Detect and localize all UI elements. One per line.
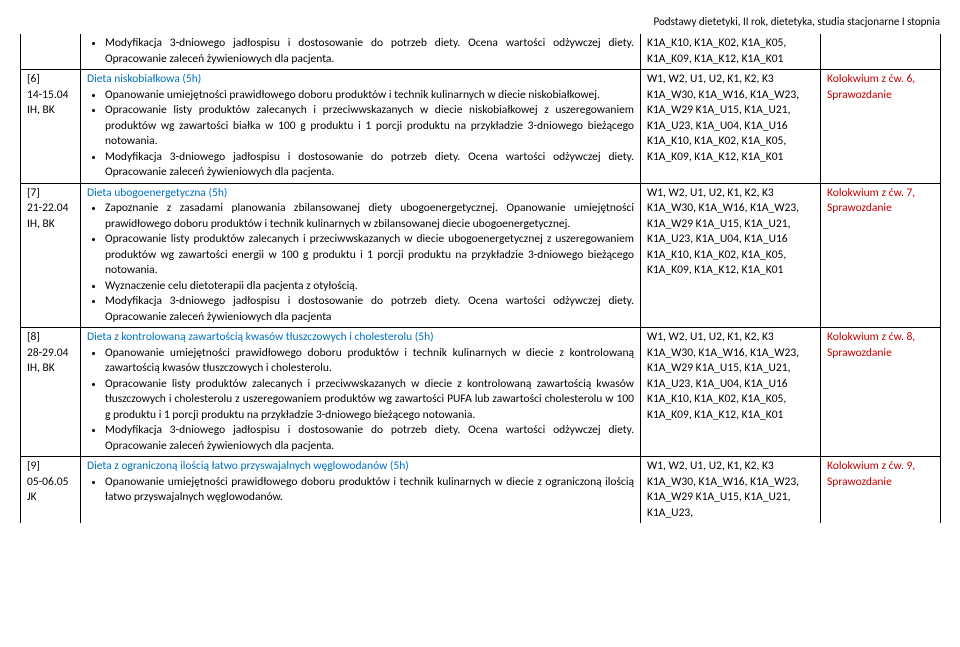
row-staff: JK: [27, 490, 74, 506]
row-staff: IH, BK: [27, 103, 74, 119]
bullet: Modyfikacja 3-dniowego jadłospisu i dost…: [105, 36, 634, 67]
exam-info: Kolokwium z ćw. 7, Sprawozdanie: [821, 183, 941, 328]
exam-info: Kolokwium z ćw. 8, Sprawozdanie: [821, 328, 941, 457]
row-staff: IH, BK: [27, 217, 74, 233]
codes: K1A_K10, K1A_K02, K1A_K05, K1A_K09, K1A_…: [641, 34, 821, 70]
codes: W1, W2, U1, U2, K1, K2, K3 K1A_W30, K1A_…: [641, 457, 821, 524]
table-row: [7] 21-22.04 IH, BK Dieta ubogoenergetyc…: [21, 183, 941, 328]
codes: W1, W2, U1, U2, K1, K2, K3 K1A_W30, K1A_…: [641, 328, 821, 457]
syllabus-table: Modyfikacja 3-dniowego jadłospisu i dost…: [20, 34, 941, 523]
bullet: Modyfikacja 3-dniowego jadłospisu i dost…: [105, 150, 634, 181]
topic-title: Dieta ubogoenergetyczna (5h): [87, 186, 227, 200]
bullet: Wyznaczenie celu dietoterapii dla pacjen…: [105, 279, 634, 295]
row-date: 21-22.04: [27, 201, 74, 217]
table-row: [8] 28-29.04 IH, BK Dieta z kontrolowaną…: [21, 328, 941, 457]
table-row: [9] 05-06.05 JK Dieta z ograniczoną iloś…: [21, 457, 941, 524]
row-date: 05-06.05: [27, 475, 74, 491]
page-header: Podstawy dietetyki, II rok, dietetyka, s…: [20, 15, 940, 28]
row-id: [9]: [27, 459, 74, 475]
topic-title: Dieta z kontrolowaną zawartością kwasów …: [87, 330, 434, 344]
row-date: 28-29.04: [27, 346, 74, 362]
bullet: Opracowanie listy produktów zalecanych i…: [105, 232, 634, 279]
bullet: Modyfikacja 3-dniowego jadłospisu i dost…: [105, 423, 634, 454]
table-row: [6] 14-15.04 IH, BK Dieta niskobiałkowa …: [21, 70, 941, 184]
table-row: Modyfikacja 3-dniowego jadłospisu i dost…: [21, 34, 941, 70]
bullet: Zapoznanie z zasadami planowania zbilans…: [105, 201, 634, 232]
codes: W1, W2, U1, U2, K1, K2, K3 K1A_W30, K1A_…: [641, 183, 821, 328]
row-id: [7]: [27, 186, 74, 202]
codes: W1, W2, U1, U2, K1, K2, K3 K1A_W30, K1A_…: [641, 70, 821, 184]
row-id: [8]: [27, 330, 74, 346]
bullet: Opanowanie umiejętności prawidłowego dob…: [105, 88, 634, 104]
topic-title: Dieta niskobiałkowa (5h): [87, 72, 201, 86]
bullet: Modyfikacja 3-dniowego jadłospisu i dost…: [105, 294, 634, 325]
bullet: Opracowanie listy produktów zalecanych i…: [105, 377, 634, 424]
bullet: Opanowanie umiejętności prawidłowego dob…: [105, 475, 634, 506]
bullet: Opanowanie umiejętności prawidłowego dob…: [105, 346, 634, 377]
exam-info: Kolokwium z ćw. 9, Sprawozdanie: [821, 457, 941, 524]
row-staff: IH, BK: [27, 361, 74, 377]
bullet: Opracowanie listy produktów zalecanych i…: [105, 103, 634, 150]
topic-title: Dieta z ograniczoną ilością łatwo przysw…: [87, 459, 409, 473]
row-date: 14-15.04: [27, 88, 74, 104]
exam-info: Kolokwium z ćw. 6, Sprawozdanie: [821, 70, 941, 184]
row-id: [6]: [27, 72, 74, 88]
